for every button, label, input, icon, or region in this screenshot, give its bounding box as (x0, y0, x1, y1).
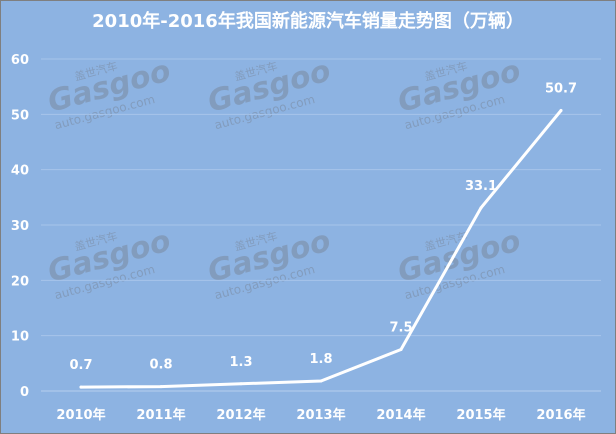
x-tick-label: 2016年 (536, 407, 585, 423)
y-tick-label: 20 (11, 274, 29, 289)
y-tick-label: 50 (11, 108, 29, 123)
x-tick-label: 2013年 (296, 407, 345, 423)
data-label: 50.7 (545, 81, 577, 96)
y-tick-label: 40 (11, 164, 29, 179)
data-label: 1.8 (309, 352, 332, 367)
data-point (479, 206, 483, 210)
x-tick-label: 2012年 (216, 407, 265, 423)
data-point (559, 108, 563, 112)
y-tick-label: 60 (11, 53, 29, 68)
x-tick-label: 2011年 (136, 407, 185, 423)
data-label: 0.8 (149, 358, 172, 373)
y-tick-label: 0 (20, 385, 29, 400)
data-label: 33.1 (465, 179, 497, 194)
x-tick-label: 2015年 (456, 407, 505, 423)
chart-title: 2010年-2016年我国新能源汽车销量走势图（万辆） (92, 11, 524, 32)
data-point (159, 385, 163, 389)
x-tick-label: 2014年 (376, 407, 425, 423)
data-label: 0.7 (69, 358, 92, 373)
y-tick-label: 30 (11, 219, 29, 234)
data-label: 7.5 (389, 321, 412, 336)
data-point (79, 385, 83, 389)
data-label: 1.3 (229, 355, 252, 370)
data-point (319, 379, 323, 383)
x-tick-label: 2010年 (56, 407, 105, 423)
data-point (239, 382, 243, 386)
y-tick-label: 10 (11, 330, 29, 345)
data-point (399, 348, 403, 351)
